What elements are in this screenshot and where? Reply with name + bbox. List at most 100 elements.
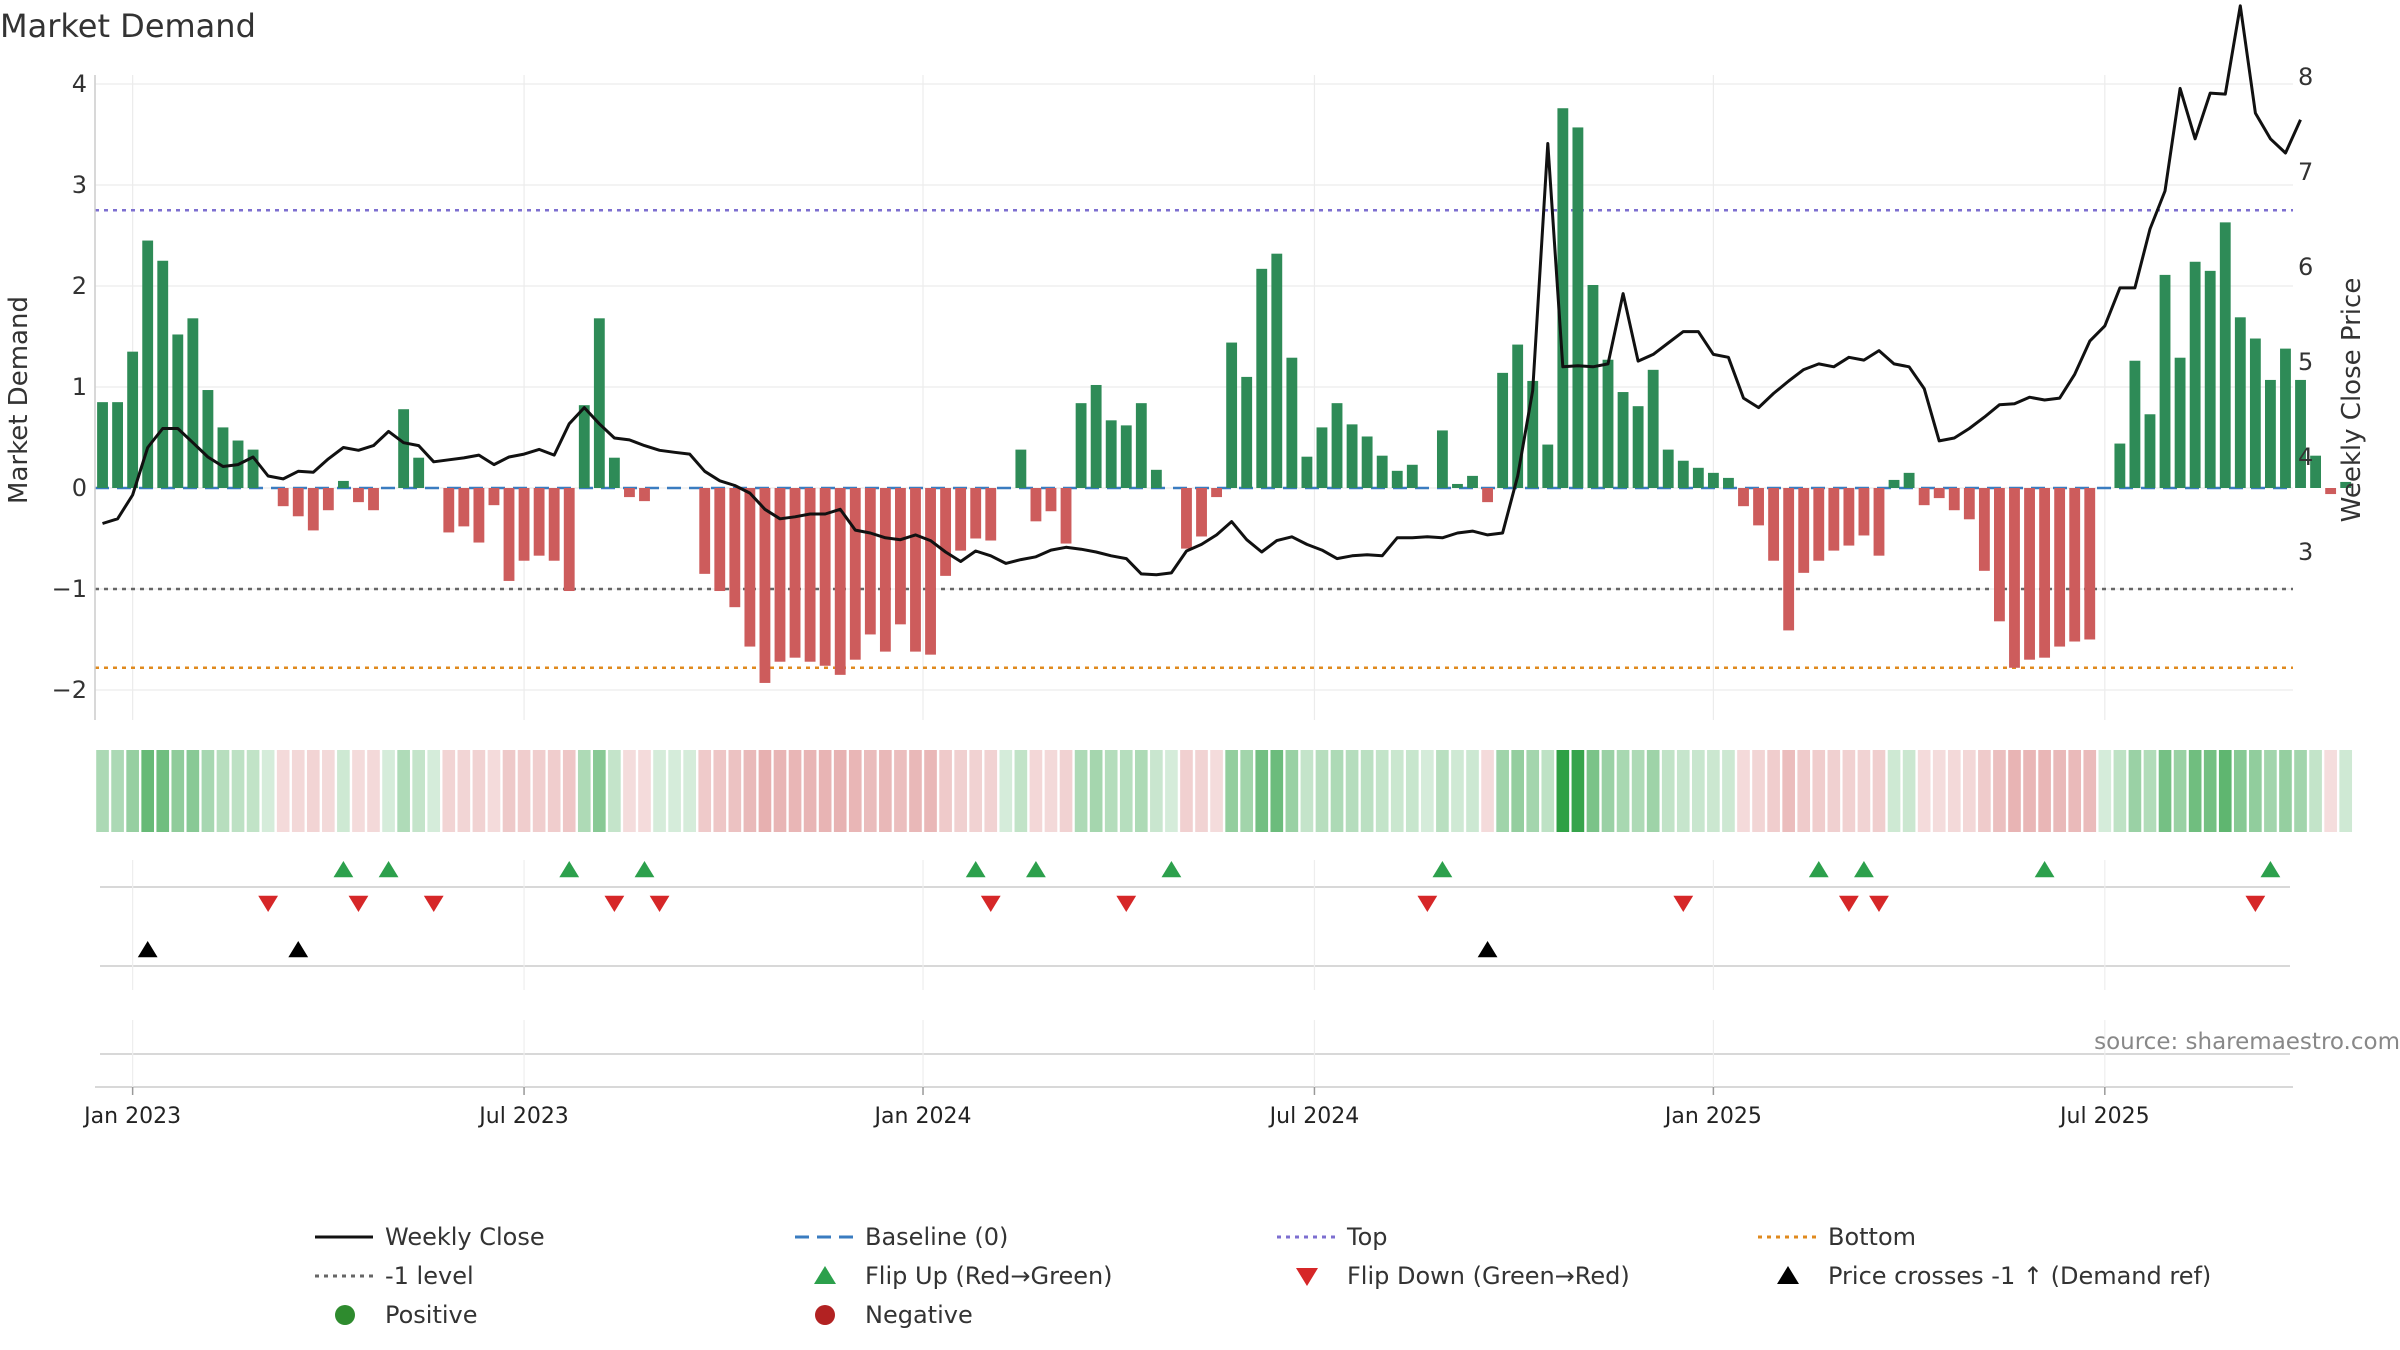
heat-cell [562,750,576,832]
positive-bar [127,351,139,488]
legend-item: Flip Down (Green→Red) [1296,1262,1630,1290]
positive-bar [1376,455,1388,488]
heat-cell [773,750,787,832]
positive-bar [578,405,590,488]
heat-cell [457,750,471,832]
heat-cell [668,750,681,832]
flip-up-marker [333,861,354,878]
negative-bar [1060,488,1072,544]
negative-bar [1858,488,1870,536]
negative-bar [518,488,530,561]
heat-cell [2083,750,2097,832]
x-tick-label: Jan 2024 [873,1104,972,1129]
heat-cell [1902,750,1916,832]
heat-cell [201,750,215,832]
negative-bar [1873,488,1885,556]
heat-cell [1134,750,1148,832]
positive-bar [2144,414,2156,488]
positive-bar [2310,455,2322,488]
flip-down-marker [423,895,444,912]
negative-bar [473,488,485,543]
y-left-tick-label: 0 [72,474,87,502]
heat-cell [1586,750,1600,832]
positive-bar [1015,449,1027,488]
heat-cell [894,750,907,832]
legend-label: Flip Down (Green→Red) [1347,1262,1630,1290]
negative-bar [1753,488,1764,526]
heat-cell [2218,750,2232,832]
negative-bar [277,488,289,507]
legend-item: Flip Up (Red→Green) [814,1262,1113,1290]
legend-label: Bottom [1828,1223,1916,1251]
positive-bar [1436,430,1448,488]
positive-bar [2174,357,2186,488]
heat-cell [1767,750,1780,832]
heat-cell [683,750,696,832]
heat-cell [1526,750,1540,832]
negative-bar [2054,488,2066,647]
flip-up-marker [378,861,399,878]
negative-bar [1994,488,2005,622]
heat-cell [2068,750,2082,832]
negative-bar [548,488,560,561]
negative-bar [563,488,575,592]
positive-bar [398,409,410,488]
heat-cell [1496,750,1509,832]
heat-cell [2203,750,2217,832]
negative-bar [1196,488,1207,537]
negative-bar [1948,488,1960,511]
heat-cell [306,750,320,832]
heat-cell [1014,750,1028,832]
positive-bar [2159,274,2171,488]
flip-down-marker [258,895,279,912]
heat-cell [2113,750,2127,832]
heat-cell [1842,750,1856,832]
positive-bar [1105,420,1117,488]
heat-cell [1150,750,1163,832]
negative-bar [955,488,967,551]
heat-cell [502,750,516,832]
positive-bar [1391,470,1403,488]
heat-cell [1165,750,1178,832]
heat-cell [412,750,426,832]
legend-swatch [1296,1268,1318,1286]
positive-bar [1572,127,1584,489]
positive-bar [1542,444,1554,488]
heat-cell [1722,750,1735,832]
flip-up-marker [2260,861,2281,878]
flip-up-marker [559,861,580,878]
heat-cell [593,750,606,832]
y-right-tick-label: 8 [2298,63,2313,91]
negative-bar [925,488,936,655]
negative-bar [910,488,921,652]
negative-bar [1798,488,1810,573]
heat-cell [1616,750,1630,832]
heat-cell [352,750,365,832]
negative-bar [1933,488,1945,499]
heat-cell [397,750,410,832]
positive-bar [2280,348,2291,488]
heat-cell [2233,750,2247,832]
x-tick-label: Jan 2025 [1663,1104,1762,1129]
heat-cell [2173,750,2187,832]
heat-cell [758,750,772,832]
heat-cell [1029,750,1043,832]
positive-bar [1075,403,1087,488]
positive-bar [1617,392,1629,488]
positive-bar [1346,424,1358,488]
heat-cell [1180,750,1193,832]
negative-bar [804,488,816,662]
positive-bar [1677,460,1689,488]
positive-bar [187,318,199,488]
negative-bar [744,488,756,647]
positive-bar [337,480,349,488]
legend-item: Baseline (0) [795,1223,1008,1251]
negative-bar [2024,488,2035,660]
negative-bar [1978,488,1990,571]
heat-cell [939,750,952,832]
positive-bar [1406,464,1418,488]
y-left-tick-label: 3 [72,171,87,199]
legend-item: -1 level [315,1262,474,1290]
y-right-tick-label: 4 [2298,443,2313,471]
flip-down-marker [980,895,1001,912]
